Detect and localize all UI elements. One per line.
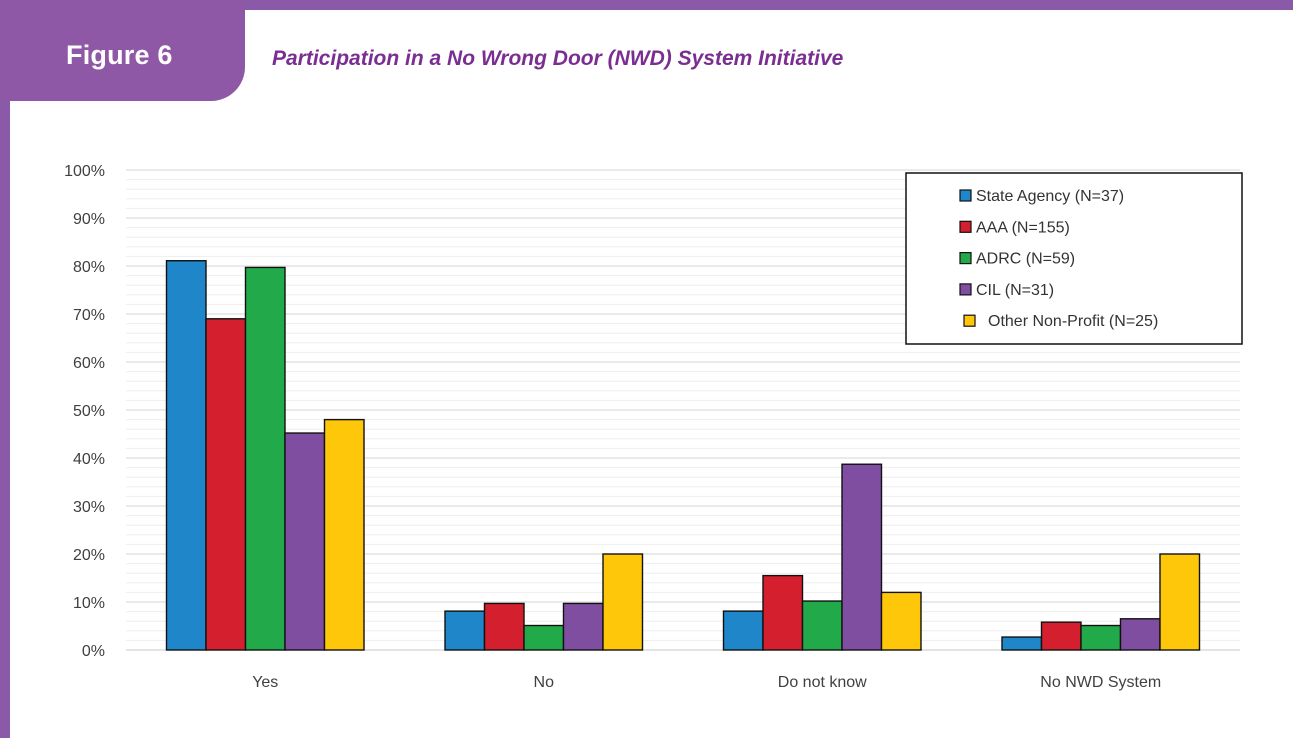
figure-tab: Figure 6: [0, 0, 245, 101]
legend-swatch: [963, 314, 976, 327]
y-tick-label: 20%: [73, 547, 105, 564]
bar: [1080, 624, 1122, 651]
legend-label: ADRC (N=59): [976, 251, 1075, 268]
legend-swatch: [959, 283, 972, 296]
y-tick-label: 0%: [82, 643, 105, 660]
legend-swatch: [959, 189, 972, 202]
bar: [602, 553, 644, 651]
bar: [323, 418, 365, 651]
bar: [722, 610, 764, 651]
figure-title: Participation in a No Wrong Door (NWD) S…: [272, 47, 844, 70]
y-tick-label: 50%: [73, 403, 105, 420]
top-accent-rule: [0, 0, 1293, 10]
bar: [1119, 618, 1161, 651]
y-tick-label: 70%: [73, 307, 105, 324]
left-accent-rule: [0, 0, 10, 738]
bar: [762, 574, 804, 651]
figure-label: Figure 6: [66, 40, 173, 70]
x-tick-label: No: [534, 674, 555, 691]
y-tick-label: 90%: [73, 211, 105, 228]
legend-label: Other Non-Profit (N=25): [988, 313, 1158, 330]
y-tick-label: 60%: [73, 355, 105, 372]
bar: [880, 591, 922, 651]
y-tick-label: 10%: [73, 595, 105, 612]
legend-swatch: [959, 220, 972, 233]
bar: [562, 602, 604, 651]
x-tick-label: Yes: [252, 674, 278, 691]
bar: [1040, 621, 1082, 651]
bar: [165, 260, 207, 651]
y-tick-label: 30%: [73, 499, 105, 516]
bar: [244, 266, 286, 651]
bar: [483, 602, 525, 651]
x-tick-label: Do not know: [778, 674, 867, 691]
y-tick-label: 80%: [73, 259, 105, 276]
bar: [523, 624, 565, 651]
bar: [205, 318, 247, 651]
bar: [444, 610, 486, 651]
legend-swatch: [959, 252, 972, 265]
bar: [801, 600, 843, 651]
legend-label: AAA (N=155): [976, 219, 1070, 236]
bar: [841, 463, 883, 651]
y-tick-label: 40%: [73, 451, 105, 468]
legend-label: State Agency (N=37): [976, 188, 1124, 205]
y-tick-label: 100%: [64, 163, 105, 180]
bar: [1159, 553, 1201, 651]
bar: [284, 432, 326, 651]
bar: [1001, 636, 1043, 651]
x-tick-label: No NWD System: [1040, 674, 1161, 691]
legend-label: CIL (N=31): [976, 282, 1054, 299]
